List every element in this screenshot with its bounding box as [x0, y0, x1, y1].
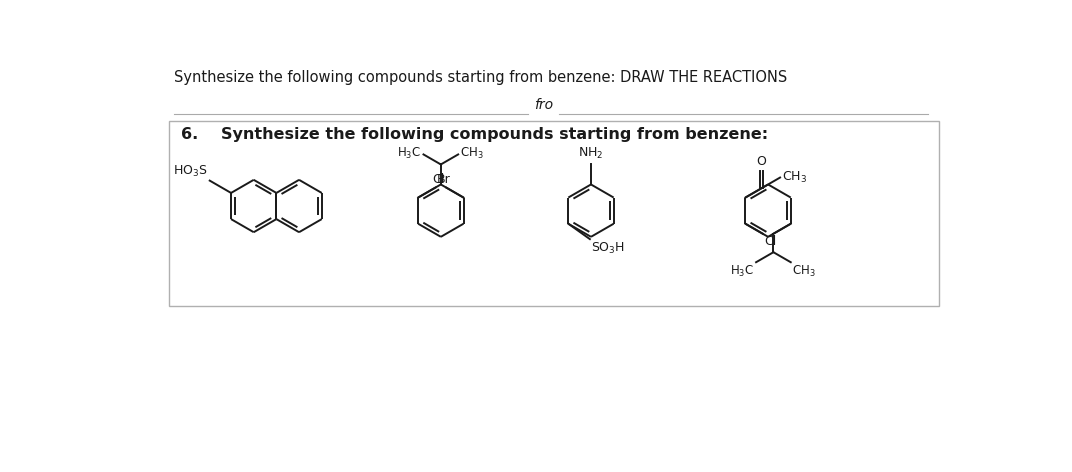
Text: fro: fro — [534, 98, 553, 112]
Text: 6.: 6. — [181, 127, 198, 143]
Text: Br: Br — [437, 173, 451, 186]
Text: Cl: Cl — [764, 235, 776, 248]
Text: Cl: Cl — [432, 173, 445, 186]
Text: $\mathregular{CH_3}$: $\mathregular{CH_3}$ — [792, 264, 816, 279]
Text: $\mathregular{SO_3H}$: $\mathregular{SO_3H}$ — [592, 241, 625, 256]
Text: $\mathregular{CH_3}$: $\mathregular{CH_3}$ — [783, 170, 807, 185]
Text: $\mathregular{HO_3S}$: $\mathregular{HO_3S}$ — [173, 164, 207, 179]
Text: O: O — [756, 155, 766, 169]
Text: $\mathregular{H_3C}$: $\mathregular{H_3C}$ — [730, 264, 755, 279]
Text: $\mathregular{H_3C}$: $\mathregular{H_3C}$ — [397, 146, 421, 161]
Text: Synthesize the following compounds starting from benzene:: Synthesize the following compounds start… — [222, 127, 769, 143]
Text: $\mathregular{CH_3}$: $\mathregular{CH_3}$ — [461, 146, 485, 161]
Bar — [169, 121, 939, 306]
Text: $\mathregular{NH_2}$: $\mathregular{NH_2}$ — [578, 146, 604, 161]
Text: Synthesize the following compounds starting from benzene: DRAW THE REACTIONS: Synthesize the following compounds start… — [174, 70, 787, 85]
